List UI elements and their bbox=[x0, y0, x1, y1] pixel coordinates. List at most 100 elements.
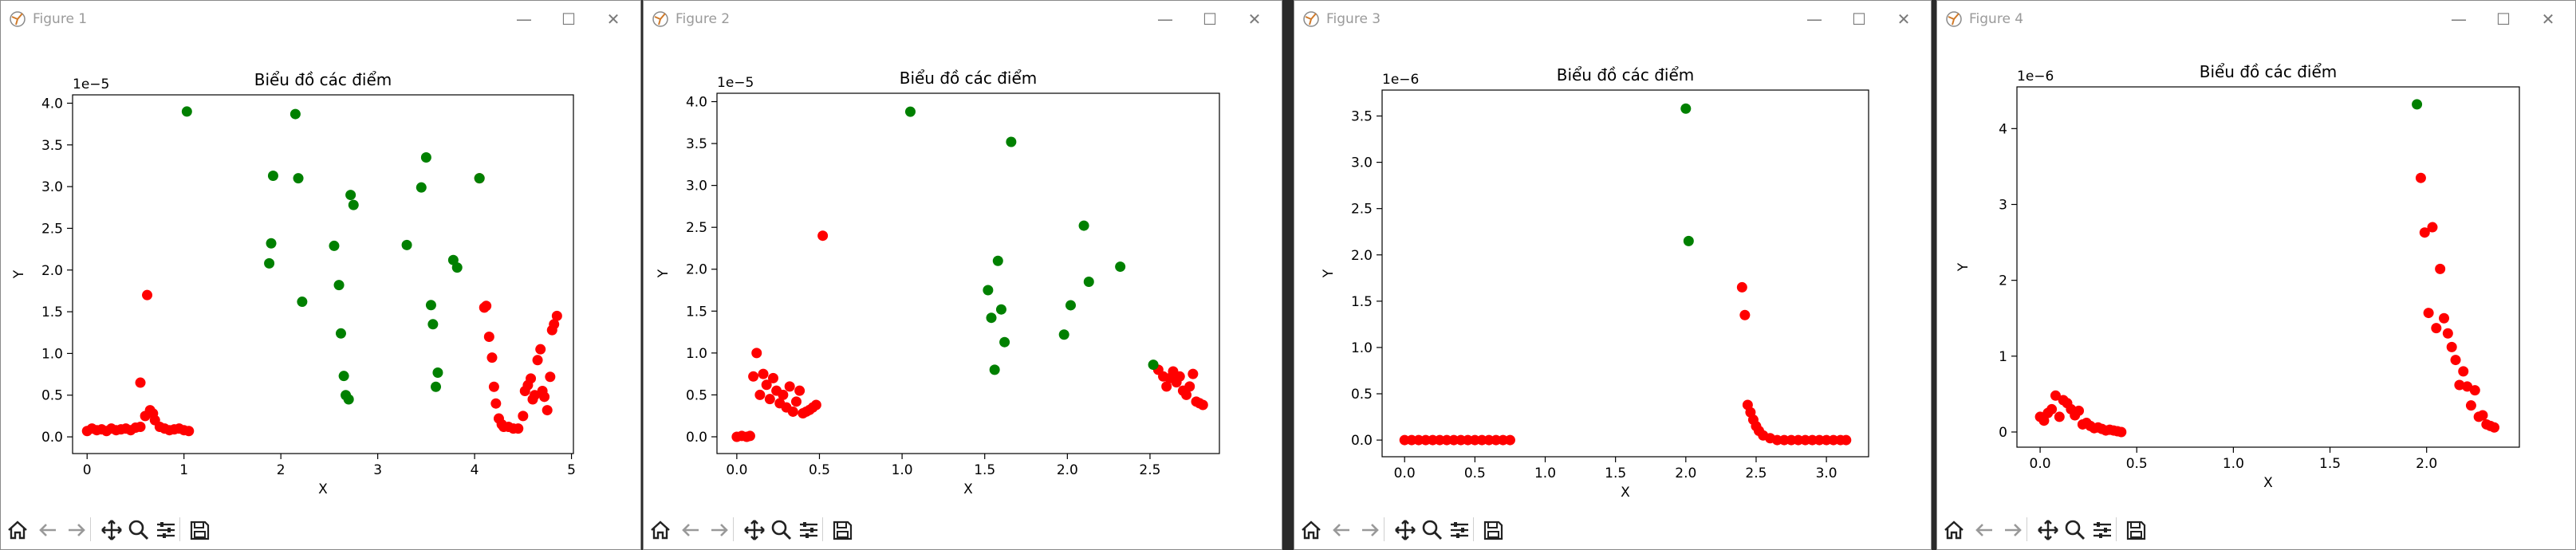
configure-subplots-button[interactable] bbox=[2090, 518, 2114, 542]
minimize-button[interactable]: — bbox=[1806, 10, 1822, 29]
zoom-magnifier-button[interactable] bbox=[1420, 518, 1444, 542]
save-disk-button[interactable] bbox=[1481, 518, 1505, 542]
home-icon bbox=[651, 521, 670, 540]
title-bar[interactable]: Figure 2 — ☐ ✕ bbox=[644, 1, 1282, 37]
data-point bbox=[345, 190, 356, 201]
save-disk-button[interactable] bbox=[830, 518, 854, 542]
x-tick-label: 4 bbox=[471, 462, 479, 478]
forward-arrow-button[interactable] bbox=[65, 518, 89, 542]
y-tick-label: 1.5 bbox=[686, 304, 707, 320]
data-point bbox=[778, 389, 789, 400]
configure-subplots-button[interactable] bbox=[1448, 518, 1471, 542]
navigation-toolbar bbox=[644, 509, 1282, 549]
data-point bbox=[526, 373, 537, 384]
y-tick-label: 3.0 bbox=[686, 179, 707, 194]
data-point bbox=[748, 371, 759, 382]
data-point bbox=[335, 328, 346, 339]
forward-arrow-icon bbox=[69, 524, 85, 536]
data-point bbox=[1683, 235, 1694, 246]
home-button[interactable] bbox=[1942, 518, 1966, 542]
zoom-magnifier-button[interactable] bbox=[127, 518, 151, 542]
data-point bbox=[2442, 328, 2453, 339]
zoom-magnifier-button[interactable] bbox=[2063, 518, 2087, 542]
data-point bbox=[513, 423, 524, 434]
data-point bbox=[2454, 379, 2465, 391]
x-tick-label: 2.5 bbox=[1745, 466, 1767, 481]
maximize-button[interactable]: ☐ bbox=[1203, 10, 1217, 29]
forward-arrow-button[interactable] bbox=[1358, 518, 1382, 542]
save-disk-button[interactable] bbox=[2124, 518, 2148, 542]
minimize-button[interactable]: — bbox=[2451, 10, 2467, 29]
data-point bbox=[451, 262, 463, 273]
minimize-button[interactable]: — bbox=[516, 10, 532, 29]
data-point bbox=[767, 372, 778, 383]
home-button[interactable] bbox=[648, 518, 672, 542]
data-point bbox=[348, 199, 359, 210]
pan-move-button[interactable] bbox=[2036, 518, 2060, 542]
configure-subplots-button[interactable] bbox=[797, 518, 821, 542]
data-point bbox=[1065, 300, 1076, 311]
data-point bbox=[535, 344, 546, 355]
pan-move-button[interactable] bbox=[100, 518, 124, 542]
x-tick-label: 0.5 bbox=[809, 462, 830, 478]
figure-window-3: Figure 3 — ☐ ✕ 0.0 0.5 1.0 1.5 2.0 2.5 3.0 0.0 0… bbox=[1294, 0, 1932, 550]
back-arrow-button[interactable] bbox=[36, 518, 60, 542]
data-point bbox=[1058, 329, 1069, 340]
save-disk-button[interactable] bbox=[187, 518, 211, 542]
zoom-magnifier-icon bbox=[2065, 520, 2086, 540]
title-bar[interactable]: Figure 1 — ☐ ✕ bbox=[1, 1, 640, 37]
data-point bbox=[401, 239, 412, 250]
toolbar-separator bbox=[1384, 517, 1385, 541]
home-icon bbox=[1944, 521, 1964, 540]
title-bar[interactable]: Figure 4 — ☐ ✕ bbox=[1937, 1, 2575, 37]
figure-canvas: 0.0 0.5 1.0 1.5 2.0 2.5 0.0 0.5 1.0 1.5 2.0 2.5 3.0 3… bbox=[656, 69, 1220, 497]
maximize-button[interactable]: ☐ bbox=[561, 10, 576, 29]
close-button[interactable]: ✕ bbox=[1247, 10, 1262, 29]
data-point bbox=[1083, 277, 1094, 288]
chart-title: Biểu đồ các điểm bbox=[254, 70, 392, 89]
back-arrow-button[interactable] bbox=[1972, 518, 1996, 542]
data-point bbox=[999, 336, 1010, 348]
toolbar-separator bbox=[822, 517, 823, 541]
pan-move-button[interactable] bbox=[1393, 518, 1417, 542]
data-point bbox=[290, 108, 301, 120]
maximize-button[interactable]: ☐ bbox=[2496, 10, 2511, 29]
y-tick-label: 0.0 bbox=[686, 430, 707, 446]
forward-arrow-button[interactable] bbox=[707, 518, 731, 542]
close-button[interactable]: ✕ bbox=[2541, 10, 2555, 29]
y-tick-label: 3.5 bbox=[1351, 109, 1373, 125]
configure-subplots-button[interactable] bbox=[154, 518, 178, 542]
close-button[interactable]: ✕ bbox=[606, 10, 620, 29]
forward-arrow-button[interactable] bbox=[2001, 518, 2025, 542]
zoom-magnifier-button[interactable] bbox=[770, 518, 794, 542]
data-point bbox=[1115, 261, 1126, 273]
title-bar[interactable]: Figure 3 — ☐ ✕ bbox=[1294, 1, 1931, 37]
x-tick-label: 2 bbox=[277, 462, 286, 478]
x-tick-label: 1.5 bbox=[974, 462, 995, 478]
pan-move-button[interactable] bbox=[742, 518, 766, 542]
x-axis-label: X bbox=[2263, 475, 2273, 491]
y-axis-label: Y bbox=[1321, 269, 1337, 278]
home-button[interactable] bbox=[6, 518, 30, 542]
minimize-button[interactable]: — bbox=[1157, 10, 1173, 29]
back-arrow-button[interactable] bbox=[679, 518, 703, 542]
home-button[interactable] bbox=[1299, 518, 1323, 542]
data-point bbox=[2465, 400, 2476, 411]
matplotlib-app-icon bbox=[1946, 11, 1962, 27]
data-point bbox=[1504, 434, 1515, 446]
back-arrow-button[interactable] bbox=[1329, 518, 1353, 542]
data-point bbox=[2458, 366, 2469, 377]
data-point bbox=[2074, 405, 2085, 416]
save-disk-icon bbox=[833, 521, 853, 540]
maximize-button[interactable]: ☐ bbox=[1852, 10, 1866, 29]
close-button[interactable]: ✕ bbox=[1897, 10, 1911, 29]
window-title: Figure 4 bbox=[1969, 11, 2024, 27]
x-tick-label: 2.5 bbox=[1139, 462, 1160, 478]
data-point bbox=[1174, 371, 1185, 382]
data-point bbox=[986, 312, 997, 324]
y-tick-label: 2.0 bbox=[1351, 248, 1373, 264]
data-point bbox=[264, 257, 275, 269]
data-point bbox=[2439, 312, 2449, 324]
data-point bbox=[135, 377, 146, 388]
configure-subplots-icon bbox=[157, 522, 175, 538]
